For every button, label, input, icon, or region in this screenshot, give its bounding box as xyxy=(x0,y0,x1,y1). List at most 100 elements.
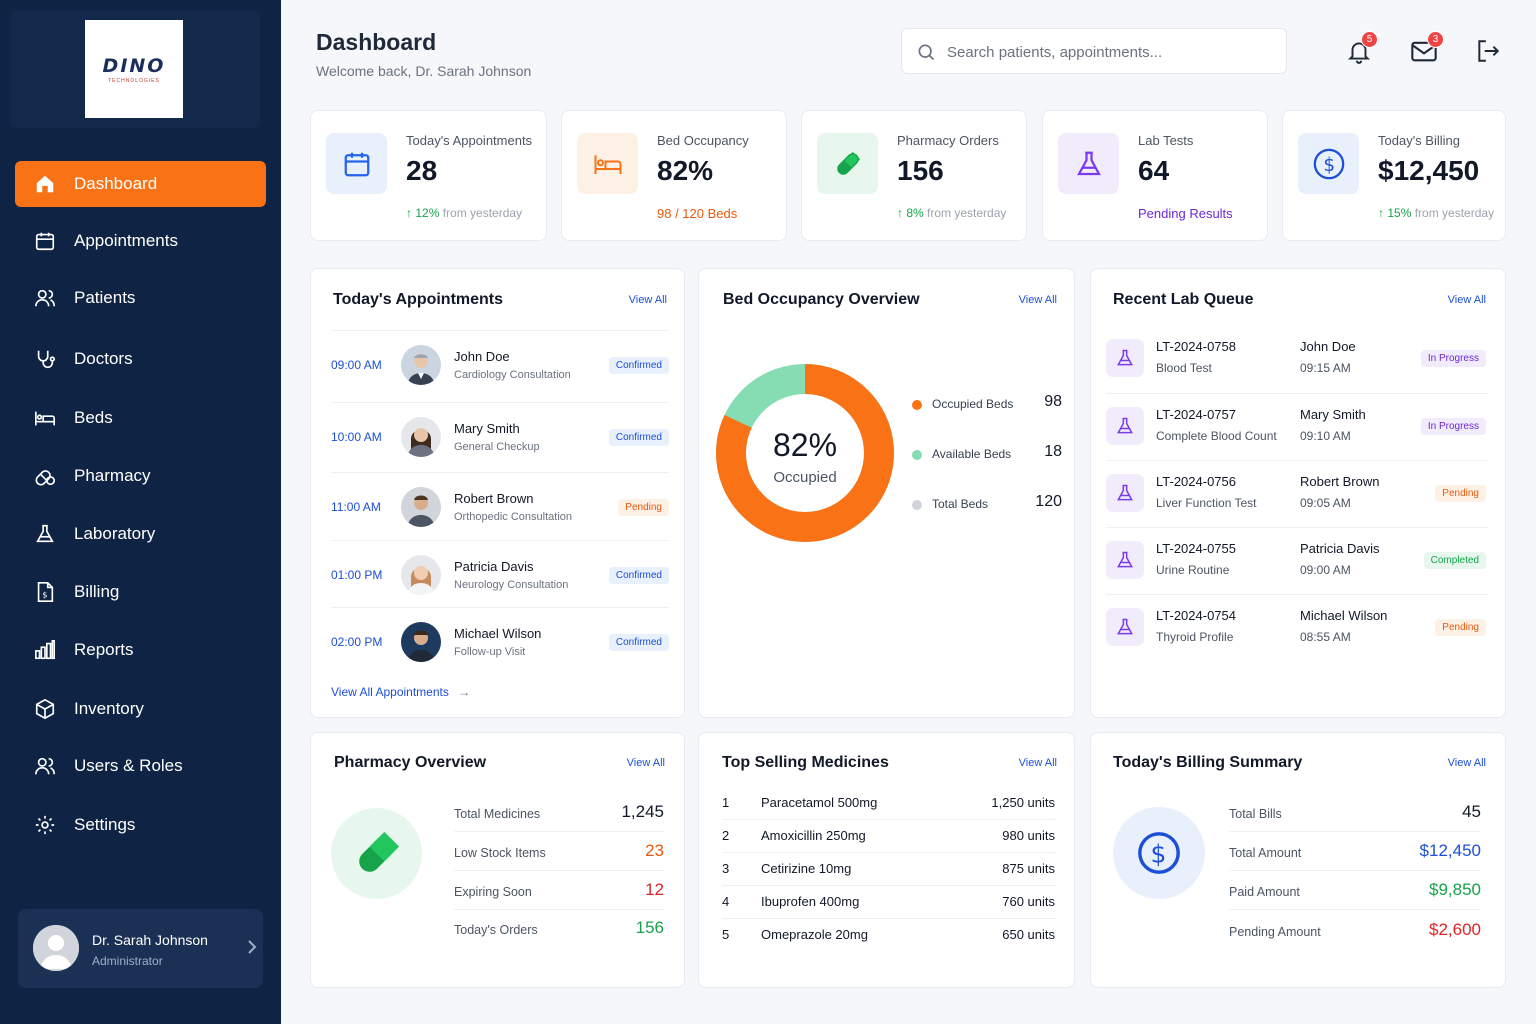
lab-queue-row[interactable]: LT-2024-0757 Complete Blood Count Mary S… xyxy=(1106,393,1488,460)
logo[interactable]: DINO TECHNOLOGIES xyxy=(85,20,183,118)
pharmacy-stat-row: Expiring Soon 12 xyxy=(454,871,664,910)
sidebar-item-inventory[interactable]: Inventory xyxy=(15,686,266,732)
chevron-right-icon[interactable] xyxy=(246,939,258,960)
users-roles-icon xyxy=(32,753,58,779)
legend-available: Available Beds 18 xyxy=(912,443,1062,467)
gear-icon xyxy=(32,812,58,838)
sidebar-item-patients[interactable]: Patients xyxy=(15,275,266,321)
stat-card-bed-occupancy[interactable]: Bed Occupancy 82% 98 / 120 Beds xyxy=(561,110,787,241)
sidebar-item-label: Billing xyxy=(74,582,120,601)
stat-label: Lab Tests xyxy=(1138,133,1194,148)
view-all-link[interactable]: View All xyxy=(628,294,667,306)
stat-label: Pharmacy Orders xyxy=(897,133,999,148)
stat-label: Bed Occupancy xyxy=(657,133,749,148)
sidebar-item-beds[interactable]: Beds xyxy=(15,395,266,441)
lab-test-id: LT-2024-0755 xyxy=(1156,541,1236,556)
sidebar-item-label: Doctors xyxy=(74,349,133,368)
view-all-link[interactable]: View All xyxy=(1018,757,1057,769)
pharmacy-stat-row: Today's Orders 156 xyxy=(454,918,664,937)
sidebar-item-reports[interactable]: Reports xyxy=(15,627,266,673)
patient-name: Patricia Davis xyxy=(454,559,534,574)
stat-trend: ↑ 8% from yesterday xyxy=(897,206,1007,220)
sidebar-item-laboratory[interactable]: Laboratory xyxy=(15,511,266,557)
lab-queue-row[interactable]: LT-2024-0754 Thyroid Profile Michael Wil… xyxy=(1106,594,1488,661)
status-badge: Pending xyxy=(1435,485,1486,502)
stat-card-pharmacy-orders[interactable]: Pharmacy Orders 156 ↑ 8% from yesterday xyxy=(801,110,1027,241)
stat-foot: Pending Results xyxy=(1138,206,1233,221)
bar-chart-icon xyxy=(32,637,58,663)
sidebar-item-doctors[interactable]: Doctors xyxy=(15,336,266,382)
avatar xyxy=(33,925,79,971)
lab-test-name: Thyroid Profile xyxy=(1156,630,1234,644)
stat-card-billing[interactable]: $ Today's Billing $12,450 ↑ 15% from yes… xyxy=(1282,110,1506,241)
sidebar-item-label: Pharmacy xyxy=(74,466,151,485)
legend-dot xyxy=(912,400,922,410)
medicine-row[interactable]: 4 Ibuprofen 400mg 760 units xyxy=(722,886,1055,919)
lab-queue-panel: Recent Lab Queue View All LT-2024-0758 B… xyxy=(1090,268,1506,718)
pharmacy-stat-row: Total Medicines 1,245 xyxy=(454,793,664,832)
appointment-row[interactable]: 10:00 AM Mary Smith General Checkup Conf… xyxy=(331,402,669,470)
legend-dot xyxy=(912,500,922,510)
stat-value: 64 xyxy=(1138,155,1170,186)
pills-icon xyxy=(32,463,58,489)
appointment-row[interactable]: 01:00 PM Patricia Davis Neurology Consul… xyxy=(331,540,669,608)
patient-name: Michael Wilson xyxy=(1300,608,1388,623)
search-input[interactable] xyxy=(947,39,1267,65)
user-profile-card[interactable]: Dr. Sarah Johnson Administrator xyxy=(18,909,263,988)
bed-occupancy-panel: Bed Occupancy Overview View All 82% Occu… xyxy=(698,268,1075,718)
sidebar-item-billing[interactable]: $ Billing xyxy=(15,569,266,615)
lab-queue-row[interactable]: LT-2024-0758 Blood Test John Doe 09:15 A… xyxy=(1106,326,1488,393)
sidebar-item-label: Users & Roles xyxy=(74,756,183,775)
occupancy-donut-chart xyxy=(716,364,894,542)
stat-card-lab-tests[interactable]: Lab Tests 64 Pending Results xyxy=(1042,110,1268,241)
medicine-row[interactable]: 5 Omeprazole 20mg 650 units xyxy=(722,927,1055,942)
view-all-link[interactable]: View All xyxy=(1447,757,1486,769)
sidebar-item-pharmacy[interactable]: Pharmacy xyxy=(15,453,266,499)
appointment-time: 09:00 AM xyxy=(331,358,382,372)
status-badge: In Progress xyxy=(1420,350,1486,367)
panel-title: Today's Billing Summary xyxy=(1113,754,1303,771)
appointment-row[interactable]: 09:00 AM John Doe Cardiology Consultatio… xyxy=(331,330,669,398)
lab-test-id: LT-2024-0756 xyxy=(1156,474,1236,489)
legend-total: Total Beds 120 xyxy=(912,493,1062,517)
dollar-icon: $ xyxy=(1298,133,1359,194)
bed-icon xyxy=(32,405,58,431)
billing-summary-panel: Today's Billing Summary View All $ Total… xyxy=(1090,732,1506,988)
profile-role: Administrator xyxy=(92,954,163,968)
sidebar-item-settings[interactable]: Settings xyxy=(15,802,266,848)
appointment-row[interactable]: 11:00 AM Robert Brown Orthopedic Consult… xyxy=(331,472,669,540)
lab-test-name: Urine Routine xyxy=(1156,563,1230,577)
avatar xyxy=(401,622,441,662)
appointment-row[interactable]: 02:00 PM Michael Wilson Follow-up Visit … xyxy=(331,607,669,675)
view-all-link[interactable]: View All xyxy=(626,757,665,769)
sidebar-item-users-roles[interactable]: Users & Roles xyxy=(15,743,266,789)
lab-time: 09:05 AM xyxy=(1300,496,1351,510)
panel-title: Recent Lab Queue xyxy=(1113,291,1254,308)
medicine-row[interactable]: 1 Paracetamol 500mg 1,250 units xyxy=(722,787,1055,820)
stethoscope-icon xyxy=(32,346,58,372)
medicine-row[interactable]: 3 Cetirizine 10mg 875 units xyxy=(722,853,1055,886)
arrow-up-icon: ↑ xyxy=(406,206,416,220)
messages-button[interactable]: 3 xyxy=(1410,31,1444,64)
sidebar-item-label: Reports xyxy=(74,640,134,659)
status-badge: Confirmed xyxy=(608,357,669,374)
flask-icon xyxy=(1106,474,1144,512)
pill-icon xyxy=(331,808,422,899)
svg-text:$: $ xyxy=(1151,840,1167,869)
medicine-row[interactable]: 2 Amoxicillin 250mg 980 units xyxy=(722,820,1055,853)
lab-queue-row[interactable]: LT-2024-0756 Liver Function Test Robert … xyxy=(1106,460,1488,527)
stat-card-appointments[interactable]: Today's Appointments 28 ↑ 12% from yeste… xyxy=(310,110,547,241)
logout-button[interactable] xyxy=(1475,38,1501,64)
sidebar-item-appointments[interactable]: Appointments xyxy=(15,218,266,264)
view-all-appointments-link[interactable]: View All Appointments → xyxy=(331,685,471,699)
notifications-button[interactable]: 5 xyxy=(1346,31,1378,64)
lab-queue-row[interactable]: LT-2024-0755 Urine Routine Patricia Davi… xyxy=(1106,527,1488,594)
view-all-link[interactable]: View All xyxy=(1018,294,1057,306)
sidebar-item-label: Settings xyxy=(74,815,136,834)
patient-name: Mary Smith xyxy=(454,421,520,436)
sidebar-item-label: Beds xyxy=(74,408,113,427)
sidebar-item-dashboard[interactable]: Dashboard xyxy=(15,161,266,207)
view-all-link[interactable]: View All xyxy=(1447,294,1486,306)
sidebar-item-label: Inventory xyxy=(74,699,144,718)
sidebar-item-label: Patients xyxy=(74,288,136,307)
